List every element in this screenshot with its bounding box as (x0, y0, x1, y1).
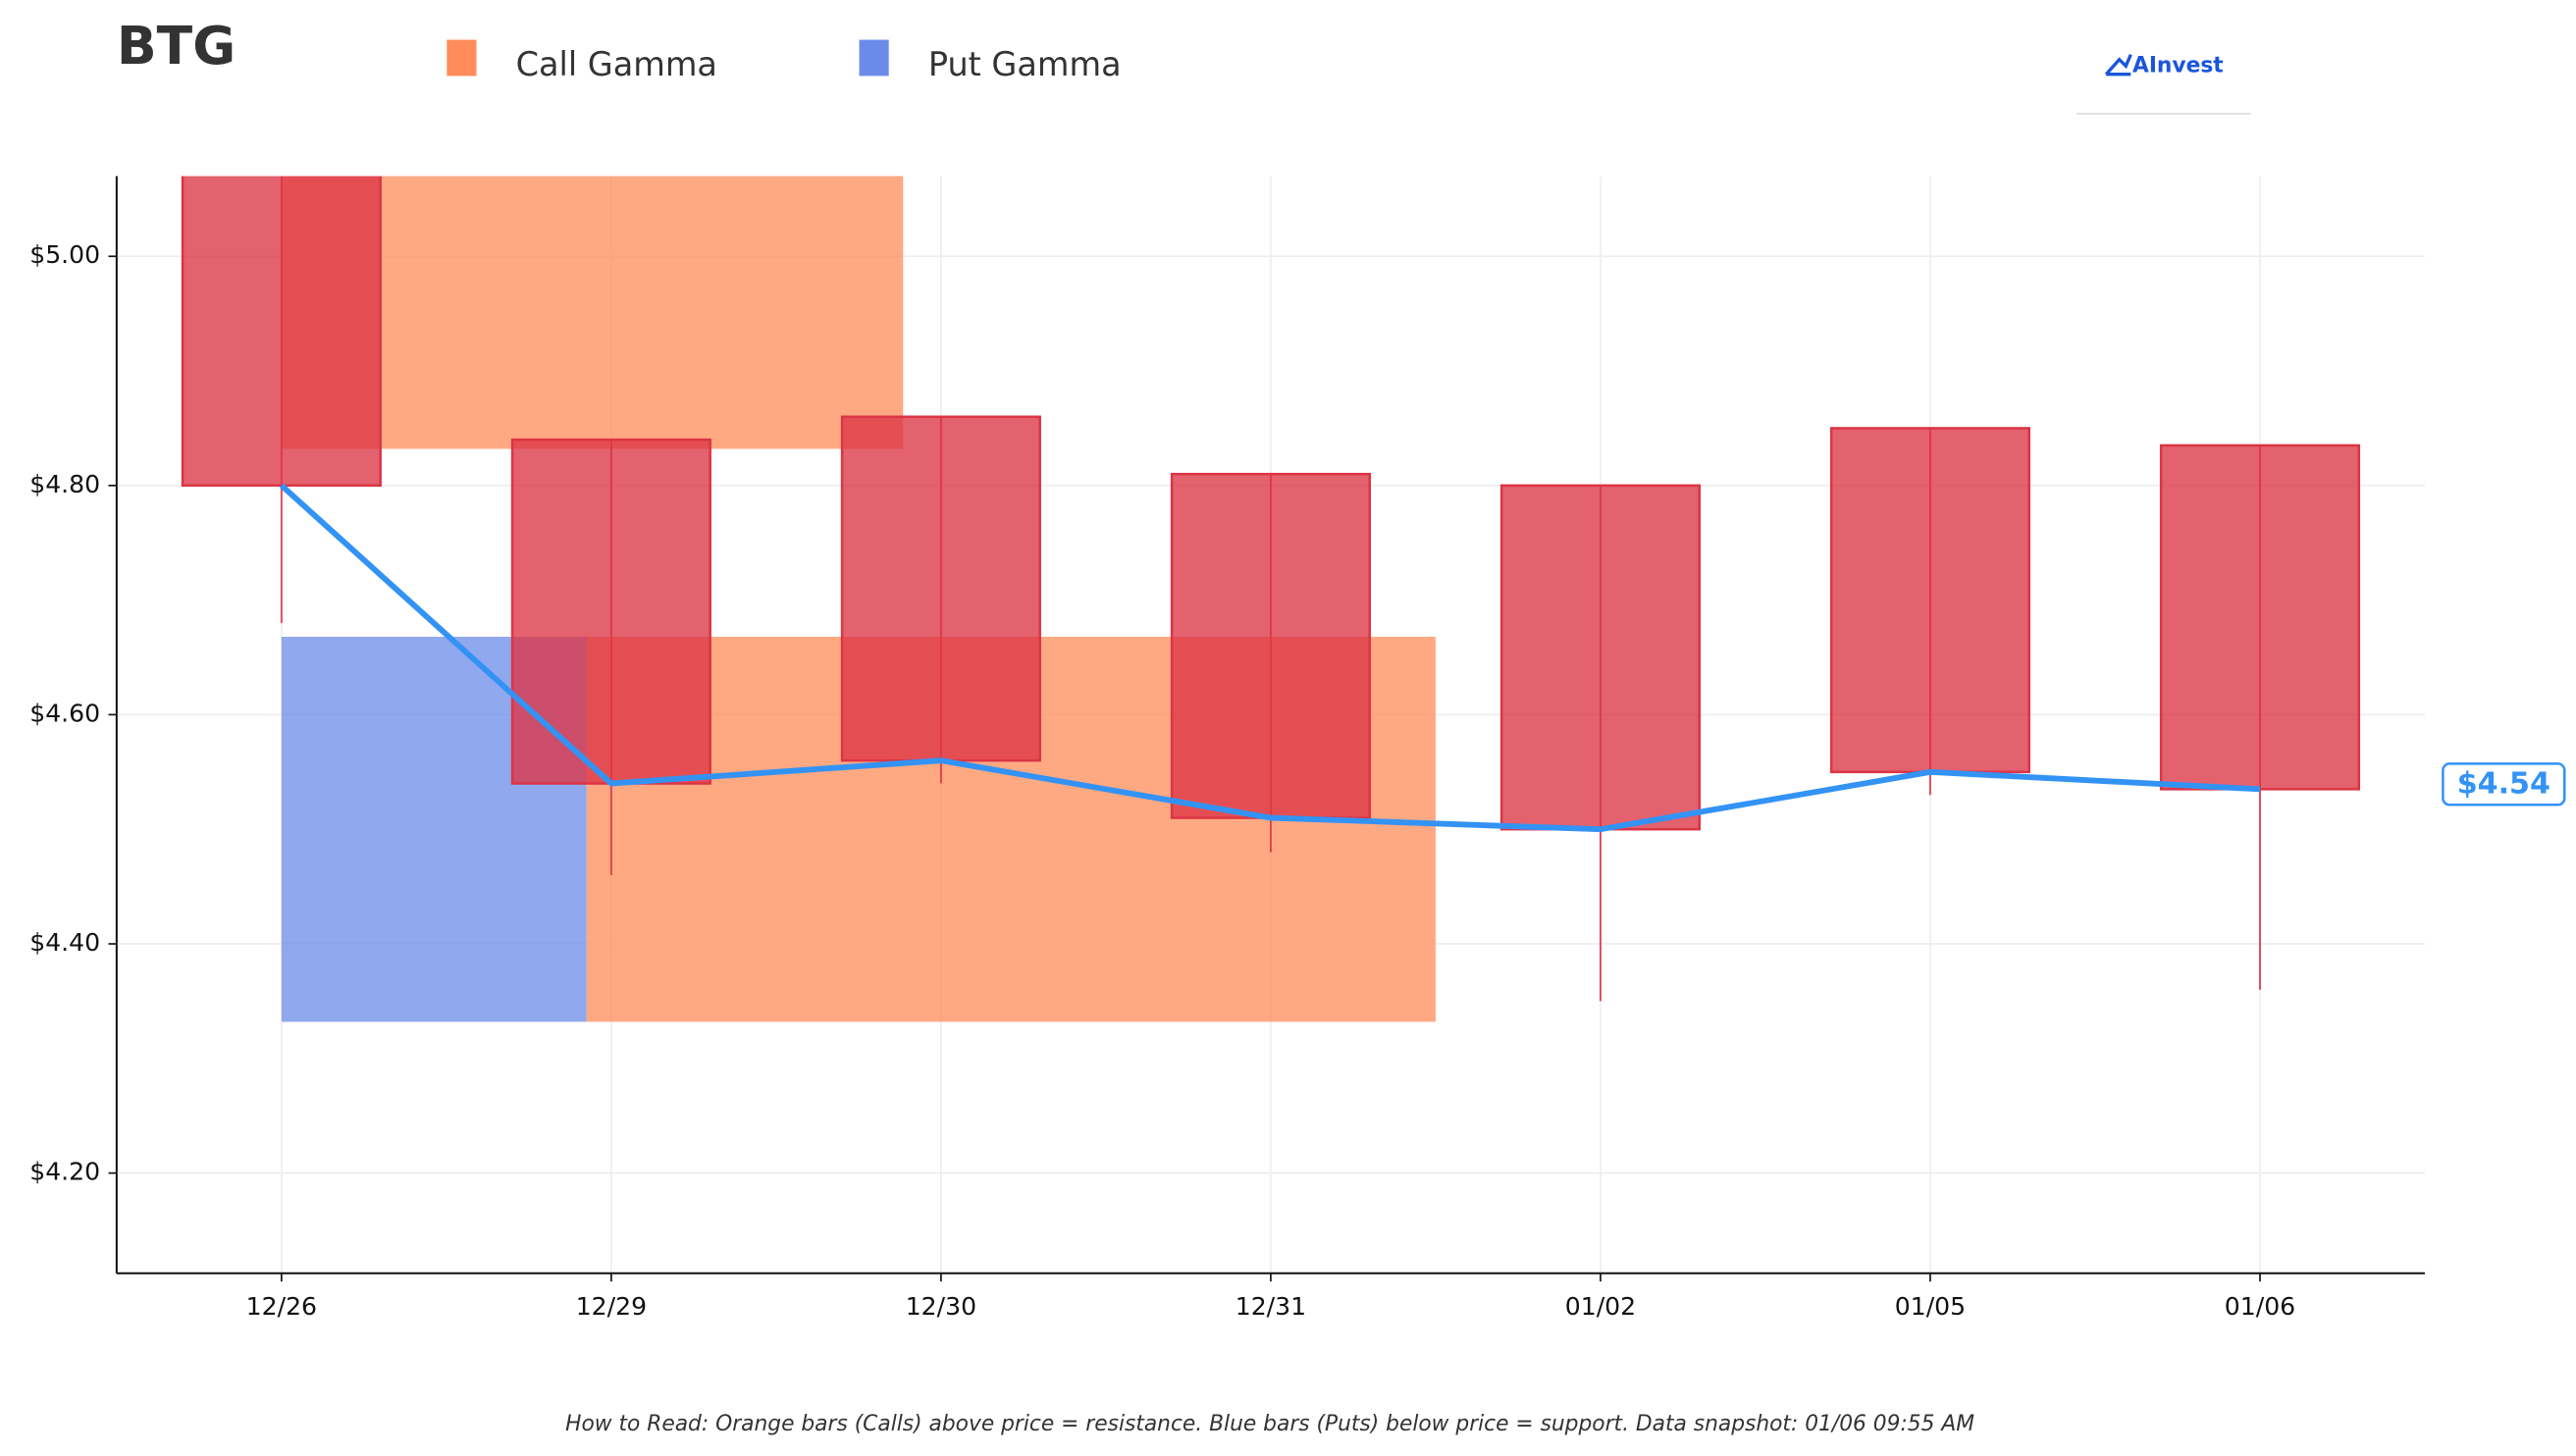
candle-body (1499, 484, 1701, 831)
candle-body (181, 176, 382, 488)
candle-body (510, 438, 711, 785)
candle-body (2159, 443, 2361, 791)
legend-label: Put Gamma (928, 45, 1122, 83)
x-tick-label: 12/29 (576, 1292, 647, 1321)
chart-title: BTG (117, 15, 236, 77)
y-tick-label: $4.60 (29, 699, 100, 727)
y-tick-label: $4.80 (29, 470, 100, 498)
candle-body (1829, 427, 2031, 774)
candle-body (840, 415, 1041, 762)
plot-area (181, 176, 2361, 1022)
x-tick-label: 01/02 (1565, 1292, 1636, 1321)
x-tick-label: 12/30 (906, 1292, 976, 1321)
y-tick-label: $4.20 (29, 1158, 100, 1186)
last-price-badge (2442, 762, 2566, 806)
x-tick-label: 01/05 (1895, 1292, 1966, 1321)
last-price-label: $4.54 (2457, 767, 2550, 802)
brand: AInvest (2132, 53, 2224, 78)
legend-label: Call Gamma (516, 45, 717, 83)
x-tick-label: 12/26 (246, 1292, 317, 1321)
candle-body (1170, 472, 1371, 819)
brand-icon (2104, 53, 2132, 77)
y-tick-label: $5.00 (29, 240, 100, 269)
price-line (279, 483, 2261, 833)
y-tick-label: $4.40 (29, 928, 100, 957)
gamma-zone (281, 176, 904, 449)
legend-swatch (859, 39, 889, 77)
legend-swatch (447, 39, 477, 77)
x-tick-label: 12/31 (1235, 1292, 1306, 1321)
footnote: How to Read: Orange bars (Calls) above p… (565, 1412, 1974, 1436)
x-tick-label: 01/06 (2225, 1292, 2295, 1321)
